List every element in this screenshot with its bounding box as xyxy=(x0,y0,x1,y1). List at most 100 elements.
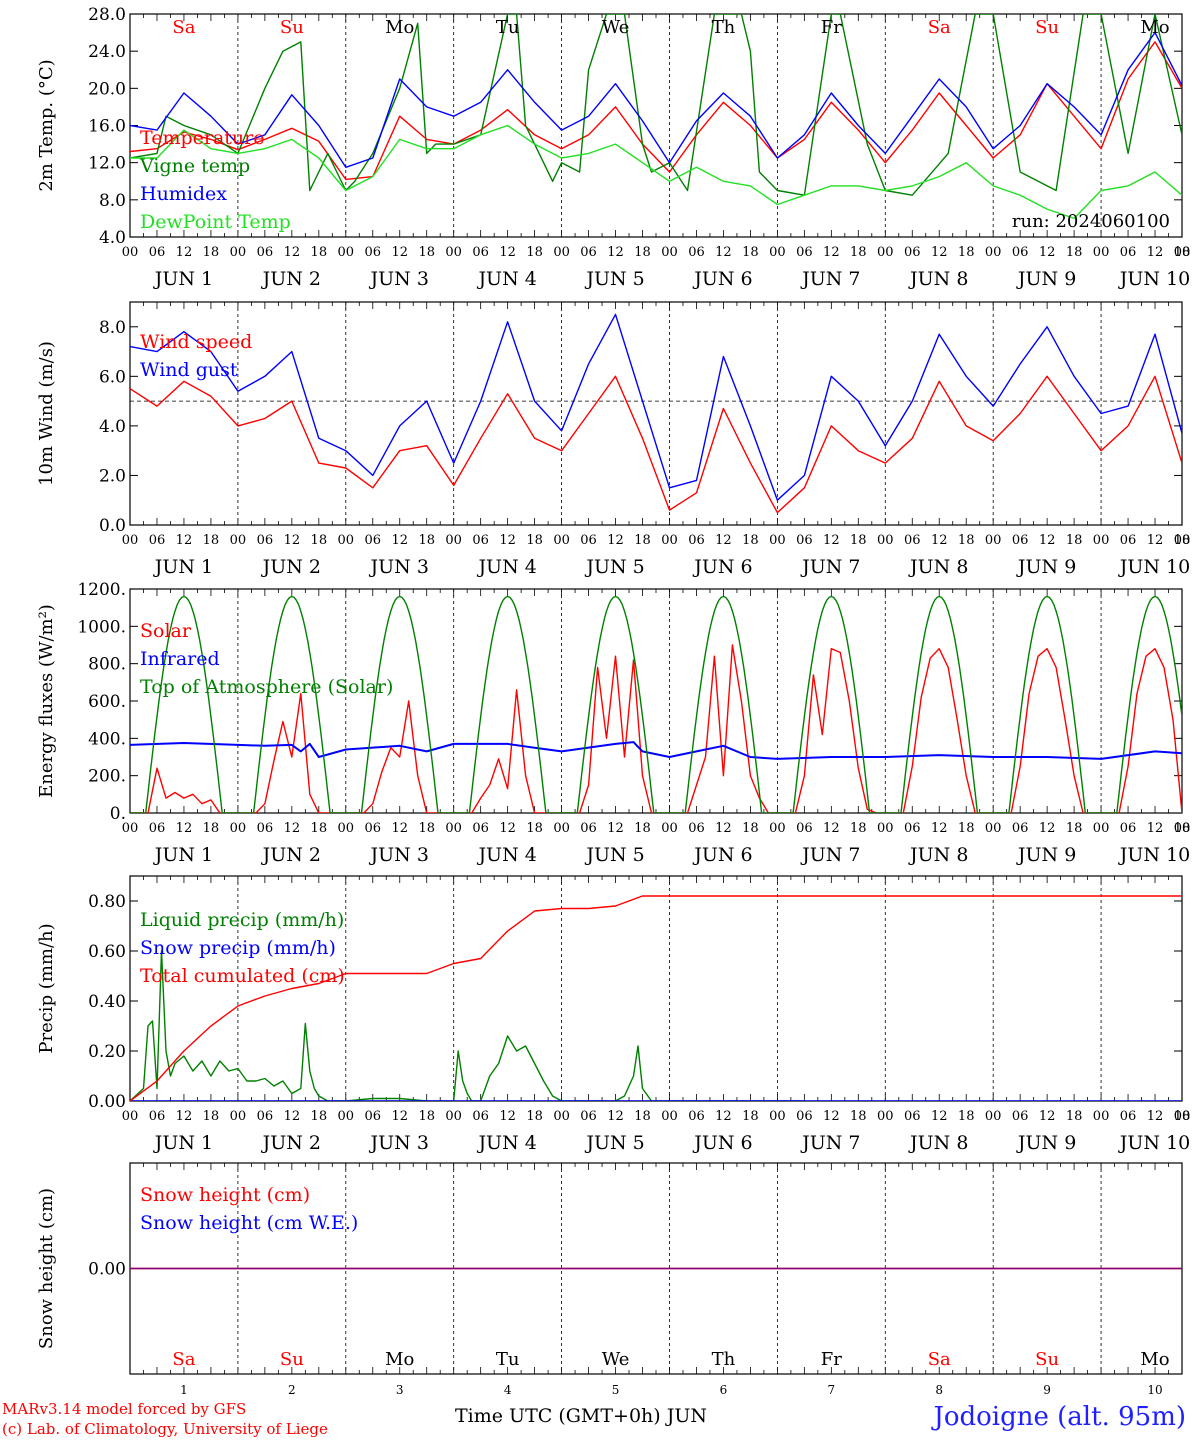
legend-label: DewPoint Temp xyxy=(140,211,291,233)
hour-tick-label: 18 xyxy=(634,245,651,260)
model-credit: MARv3.14 model forced by GFS xyxy=(2,1400,247,1418)
hour-tick-label: 12 xyxy=(176,533,193,548)
hour-tick-label: 18 xyxy=(850,245,867,260)
y-tick-label: 600. xyxy=(88,692,126,712)
hour-tick-label: 18 xyxy=(418,1109,435,1124)
hour-tick-label: 18 xyxy=(742,245,759,260)
day-name-bottom: Tu xyxy=(496,1349,520,1370)
hour-tick-label: 18 xyxy=(1174,245,1191,260)
legend-label: Solar xyxy=(140,620,192,642)
hour-tick-label: 06 xyxy=(149,245,166,260)
y-tick-label: 400. xyxy=(88,729,126,749)
day-label: JUN 4 xyxy=(476,556,536,578)
day-name-top: We xyxy=(602,17,630,38)
hour-tick-label: 12 xyxy=(931,821,948,836)
hour-tick-label: 18 xyxy=(742,533,759,548)
hour-tick-label: 00 xyxy=(338,1109,355,1124)
series-group xyxy=(130,595,1182,813)
run-label: run: 2024060100 xyxy=(1012,211,1170,232)
hour-tick-label: 12 xyxy=(284,821,301,836)
hour-tick-label: 06 xyxy=(904,245,921,260)
hour-tick-label: 06 xyxy=(149,533,166,548)
hour-tick-label: 06 xyxy=(796,821,813,836)
hour-tick-label: 00 xyxy=(338,533,355,548)
hour-tick-label: 06 xyxy=(472,821,489,836)
day-label: JUN 10 xyxy=(1118,268,1190,290)
hour-tick-label: 00 xyxy=(1174,821,1191,836)
y-tick-label: 8.0 xyxy=(99,191,126,211)
hour-tick-label: 12 xyxy=(391,1109,408,1124)
day-number: 7 xyxy=(828,1383,836,1397)
hour-tick-label: 12 xyxy=(823,245,840,260)
legend-label: Temperature xyxy=(140,127,264,149)
day-name-bottom: Mo xyxy=(1140,1349,1169,1370)
legend-label: Wind gust xyxy=(140,359,238,381)
day-label: JUN 5 xyxy=(584,1132,644,1154)
day-label: JUN 9 xyxy=(1016,844,1076,866)
hour-tick-label: 18 xyxy=(418,821,435,836)
hour-tick-label: 06 xyxy=(1120,1109,1137,1124)
hour-tick-label: 06 xyxy=(472,245,489,260)
hour-tick-label: 18 xyxy=(634,533,651,548)
day-label: JUN 2 xyxy=(261,556,321,578)
hour-tick-label: 06 xyxy=(149,821,166,836)
day-label: JUN 4 xyxy=(476,268,536,290)
y-tick-label: 800. xyxy=(88,655,126,675)
hour-tick-label: 12 xyxy=(1039,1109,1056,1124)
hour-tick-label: 06 xyxy=(688,245,705,260)
day-label: JUN 6 xyxy=(692,844,752,866)
hour-tick-label: 06 xyxy=(1120,245,1137,260)
hour-tick-label: 18 xyxy=(203,533,220,548)
day-name-bottom: Sa xyxy=(172,1349,195,1370)
day-name-top: Su xyxy=(1035,17,1059,38)
station-title: Jodoigne (alt. 95m) xyxy=(933,1402,1186,1432)
day-number: 8 xyxy=(935,1383,943,1397)
hour-tick-label: 00 xyxy=(230,245,247,260)
plot-frame xyxy=(129,588,1183,814)
hour-tick-label: 06 xyxy=(364,533,381,548)
hour-tick-label: 00 xyxy=(769,821,786,836)
hour-tick-label: 06 xyxy=(257,821,274,836)
day-label: JUN 3 xyxy=(369,1132,429,1154)
hour-tick-label: 06 xyxy=(580,533,597,548)
hour-tick-label: 06 xyxy=(1012,1109,1029,1124)
hour-tick-label: 00 xyxy=(553,245,570,260)
day-number: 6 xyxy=(720,1383,728,1397)
hour-tick-label: 12 xyxy=(1147,245,1164,260)
day-name-bottom: Fr xyxy=(821,1349,842,1370)
legend-label: Snow height (cm) xyxy=(140,1184,310,1206)
hour-tick-label: 00 xyxy=(661,533,678,548)
y-tick-label: 0.60 xyxy=(88,942,126,962)
day-label: JUN 9 xyxy=(1016,1132,1076,1154)
day-label: JUN 8 xyxy=(908,556,968,578)
day-label: JUN 6 xyxy=(692,268,752,290)
series-line-wind-gust xyxy=(130,313,1182,501)
hour-tick-label: 12 xyxy=(1039,533,1056,548)
y-tick-label: 1000. xyxy=(77,617,126,637)
hour-tick-label: 00 xyxy=(1174,245,1191,260)
hour-tick-label: 12 xyxy=(715,821,732,836)
hour-tick-label: 18 xyxy=(958,1109,975,1124)
hour-tick-label: 12 xyxy=(284,533,301,548)
hour-tick-label: 00 xyxy=(877,245,894,260)
y-axis-label: Precip (mm/h) xyxy=(36,923,57,1053)
plot-frame xyxy=(129,13,1183,238)
hour-tick-label: 18 xyxy=(958,821,975,836)
day-label: JUN 5 xyxy=(584,556,644,578)
day-label: JUN 2 xyxy=(261,268,321,290)
hour-tick-label: 00 xyxy=(985,821,1002,836)
day-label: JUN 1 xyxy=(153,268,213,290)
hour-tick-label: 18 xyxy=(311,245,328,260)
hour-tick-label: 12 xyxy=(931,533,948,548)
hour-tick-label: 00 xyxy=(769,1109,786,1124)
hour-tick-label: 00 xyxy=(122,1109,139,1124)
legend-label: Snow precip (mm/h) xyxy=(140,937,336,959)
series-group xyxy=(130,313,1182,514)
hour-tick-label: 00 xyxy=(1093,533,1110,548)
y-tick-label: 0.40 xyxy=(88,992,126,1012)
hour-tick-label: 18 xyxy=(742,821,759,836)
hour-tick-label: 18 xyxy=(850,821,867,836)
y-tick-label: 28.0 xyxy=(88,5,126,25)
hour-tick-label: 18 xyxy=(526,821,543,836)
series-line-dewpoint-temp xyxy=(130,124,1182,220)
